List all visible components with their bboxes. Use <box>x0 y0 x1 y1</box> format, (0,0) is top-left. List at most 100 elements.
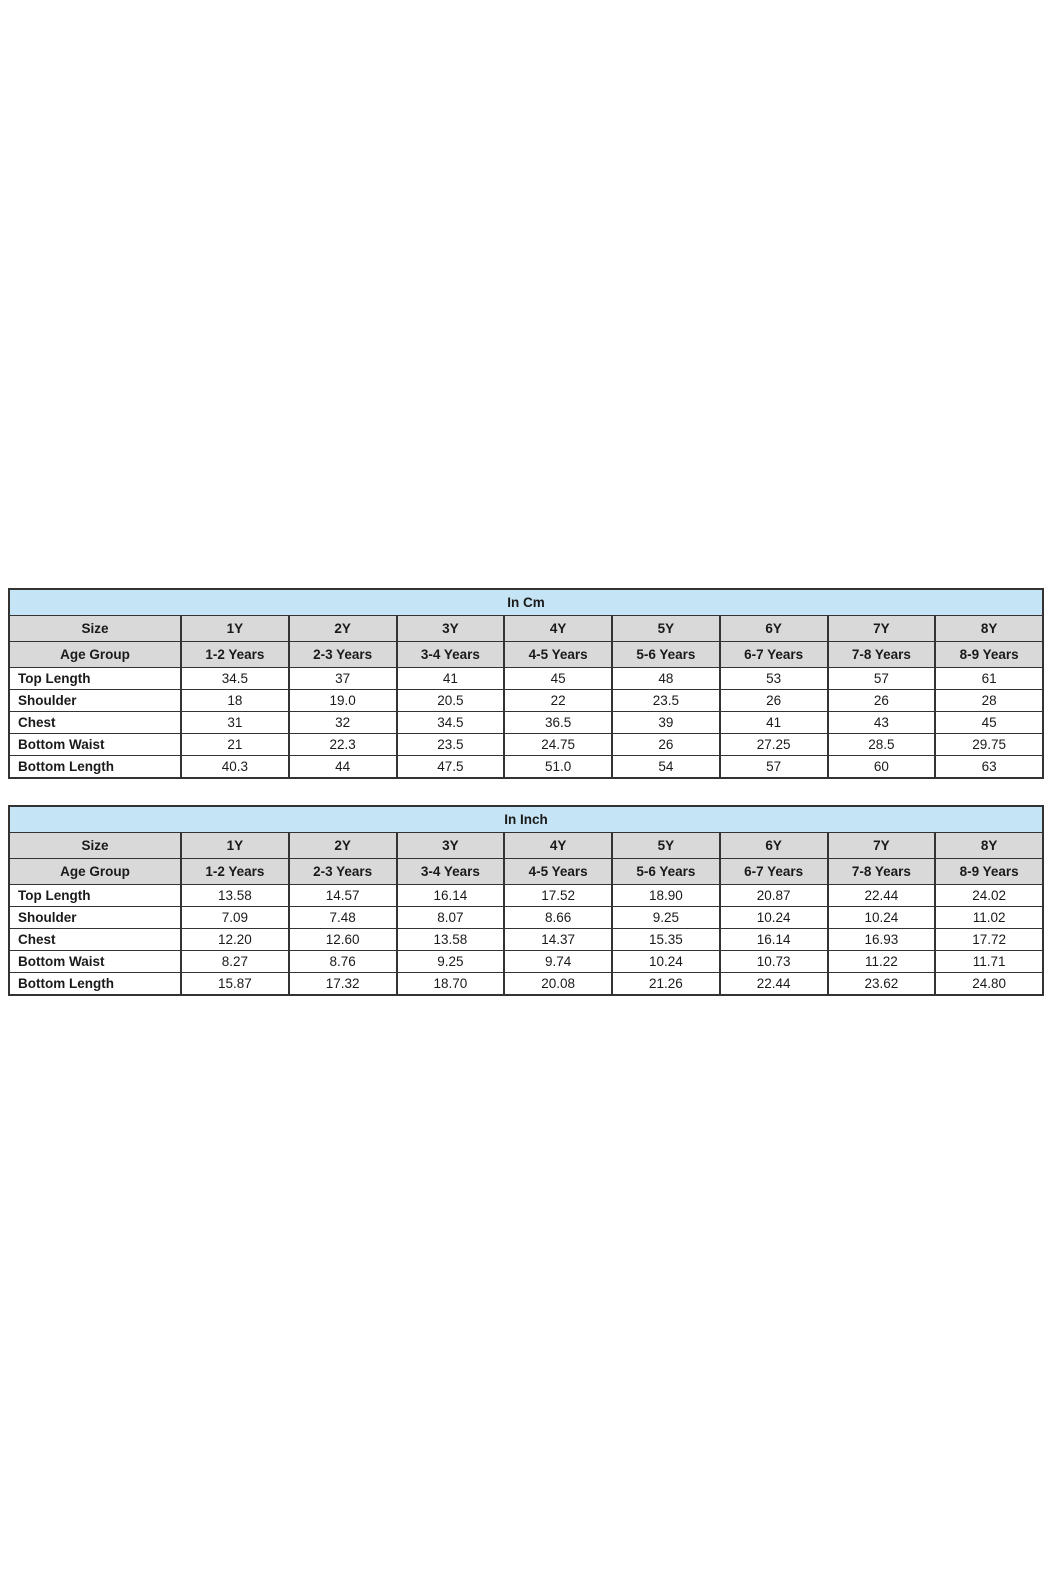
table-row: Shoulder 7.09 7.48 8.07 8.66 9.25 10.24 10.24 11… <box>8 906 1044 929</box>
measurement-row-label: Bottom Waist <box>8 950 182 973</box>
measurement-value-cell: 10.24 <box>826 906 937 929</box>
inch-table-section: In Inch Size 1Y 2Y 3Y 4Y 5Y 6Y 7Y 8Y Age Group 1-2 … <box>8 805 1044 996</box>
measurement-value-cell: 23.62 <box>826 972 937 996</box>
age-group-column-header: 2-3 Years <box>287 858 398 885</box>
measurement-value-cell: 51.0 <box>503 755 613 779</box>
measurement-value-cell: 13.58 <box>395 928 506 951</box>
age-group-column-header: 7-8 Years <box>826 858 937 885</box>
size-column-header: 4Y <box>503 615 613 642</box>
table-row: Chest 31 32 34.5 36.5 39 41 43 45 <box>8 711 1045 734</box>
age-group-column-header: 6-7 Years <box>718 858 829 885</box>
measurement-value-cell: 10.24 <box>611 950 721 973</box>
age-group-header-row: Age Group 1-2 Years 2-3 Years 3-4 Years 4-5 … <box>8 858 1044 885</box>
age-group-column-header: 1-2 Years <box>180 858 290 885</box>
measurement-value-cell: 48 <box>611 667 721 690</box>
age-group-column-header: 6-7 Years <box>718 641 829 668</box>
age-group-header-row: Age Group 1-2 Years 2-3 Years 3-4 Years 4-5 … <box>8 641 1045 668</box>
measurement-value-cell: 21 <box>180 733 290 756</box>
measurement-value-cell: 61 <box>934 667 1045 690</box>
age-group-header-label: Age Group <box>8 641 182 668</box>
measurement-row-label: Top Length <box>8 884 182 907</box>
size-column-header: 4Y <box>503 832 613 859</box>
measurement-value-cell: 28 <box>934 689 1045 712</box>
measurement-value-cell: 16.14 <box>395 884 506 907</box>
measurement-value-cell: 45 <box>503 667 613 690</box>
measurement-value-cell: 18 <box>180 689 290 712</box>
table-title-row: In Cm <box>7 588 1045 616</box>
age-group-column-header: 8-9 Years <box>934 641 1045 668</box>
size-column-header: 2Y <box>287 615 398 642</box>
measurement-value-cell: 43 <box>826 711 937 734</box>
measurement-row-label: Bottom Length <box>8 972 182 996</box>
measurement-value-cell: 37 <box>287 667 398 690</box>
size-column-header: 5Y <box>611 615 721 642</box>
measurement-value-cell: 12.60 <box>287 928 398 951</box>
measurement-row-label: Shoulder <box>8 906 182 929</box>
measurement-value-cell: 31 <box>180 711 290 734</box>
table-title-row: In Inch <box>8 805 1044 833</box>
measurement-value-cell: 22.44 <box>718 972 829 996</box>
size-column-header: 3Y <box>395 832 506 859</box>
measurement-value-cell: 19.0 <box>287 689 398 712</box>
measurement-value-cell: 13.58 <box>180 884 290 907</box>
measurement-value-cell: 15.35 <box>611 928 721 951</box>
measurement-value-cell: 11.02 <box>934 906 1044 929</box>
measurement-value-cell: 44 <box>287 755 398 779</box>
measurement-value-cell: 63 <box>934 755 1045 779</box>
measurement-row-label: Chest <box>8 711 182 734</box>
age-group-header-label: Age Group <box>8 858 182 885</box>
age-group-column-header: 8-9 Years <box>934 858 1044 885</box>
size-column-header: 1Y <box>180 615 290 642</box>
table-row: Shoulder 18 19.0 20.5 22 23.5 26 26 28 <box>8 689 1045 712</box>
measurement-value-cell: 8.66 <box>503 906 613 929</box>
size-column-header: 2Y <box>287 832 398 859</box>
measurement-value-cell: 22 <box>503 689 613 712</box>
measurement-value-cell: 24.02 <box>934 884 1044 907</box>
inch-table-body: In Inch Size 1Y 2Y 3Y 4Y 5Y 6Y 7Y 8Y Age Group 1-2 … <box>8 805 1044 996</box>
size-column-header: 1Y <box>180 832 290 859</box>
age-group-column-header: 3-4 Years <box>395 641 506 668</box>
table-row: Bottom Waist 21 22.3 23.5 24.75 26 27.25 28.5 29… <box>8 733 1045 756</box>
age-group-column-header: 1-2 Years <box>180 641 290 668</box>
measurement-value-cell: 18.70 <box>395 972 506 996</box>
age-group-column-header: 5-6 Years <box>611 641 721 668</box>
table-title: In Inch <box>8 805 1044 833</box>
measurement-value-cell: 9.25 <box>611 906 721 929</box>
measurement-value-cell: 45 <box>934 711 1045 734</box>
cm-table-section: In Cm Size 1Y 2Y 3Y 4Y 5Y 6Y 7Y 8Y Age Group 1-2 Ye… <box>7 588 1045 779</box>
size-header-label: Size <box>8 832 182 859</box>
measurement-value-cell: 20.08 <box>503 972 613 996</box>
measurement-value-cell: 57 <box>826 667 937 690</box>
measurement-value-cell: 12.20 <box>180 928 290 951</box>
measurement-value-cell: 8.27 <box>180 950 290 973</box>
measurement-value-cell: 16.14 <box>718 928 829 951</box>
measurement-value-cell: 47.5 <box>395 755 506 779</box>
age-group-column-header: 5-6 Years <box>611 858 721 885</box>
age-group-column-header: 2-3 Years <box>287 641 398 668</box>
measurement-value-cell: 14.37 <box>503 928 613 951</box>
measurement-value-cell: 10.24 <box>718 906 829 929</box>
size-header-row: Size 1Y 2Y 3Y 4Y 5Y 6Y 7Y 8Y <box>8 615 1045 642</box>
measurement-row-label: Top Length <box>8 667 182 690</box>
measurement-value-cell: 17.32 <box>287 972 398 996</box>
measurement-value-cell: 20.87 <box>718 884 829 907</box>
measurement-value-cell: 26 <box>718 689 829 712</box>
measurement-value-cell: 41 <box>718 711 829 734</box>
measurement-value-cell: 24.80 <box>934 972 1044 996</box>
measurement-value-cell: 10.73 <box>718 950 829 973</box>
measurement-value-cell: 11.22 <box>826 950 937 973</box>
table-title: In Cm <box>7 588 1045 616</box>
age-group-column-header: 4-5 Years <box>503 641 613 668</box>
measurement-value-cell: 26 <box>611 733 721 756</box>
table-row: Bottom Length 15.87 17.32 18.70 20.08 21.26 22… <box>8 972 1044 996</box>
measurement-value-cell: 39 <box>611 711 721 734</box>
cm-size-table: In Cm Size 1Y 2Y 3Y 4Y 5Y 6Y 7Y 8Y Age Group 1-2 Ye… <box>7 588 1045 779</box>
measurement-value-cell: 8.76 <box>287 950 398 973</box>
size-column-header: 8Y <box>934 615 1045 642</box>
measurement-value-cell: 57 <box>718 755 829 779</box>
age-group-column-header: 7-8 Years <box>826 641 937 668</box>
measurement-value-cell: 23.5 <box>611 689 721 712</box>
measurement-value-cell: 22.44 <box>826 884 937 907</box>
measurement-value-cell: 9.74 <box>503 950 613 973</box>
measurement-value-cell: 23.5 <box>395 733 506 756</box>
